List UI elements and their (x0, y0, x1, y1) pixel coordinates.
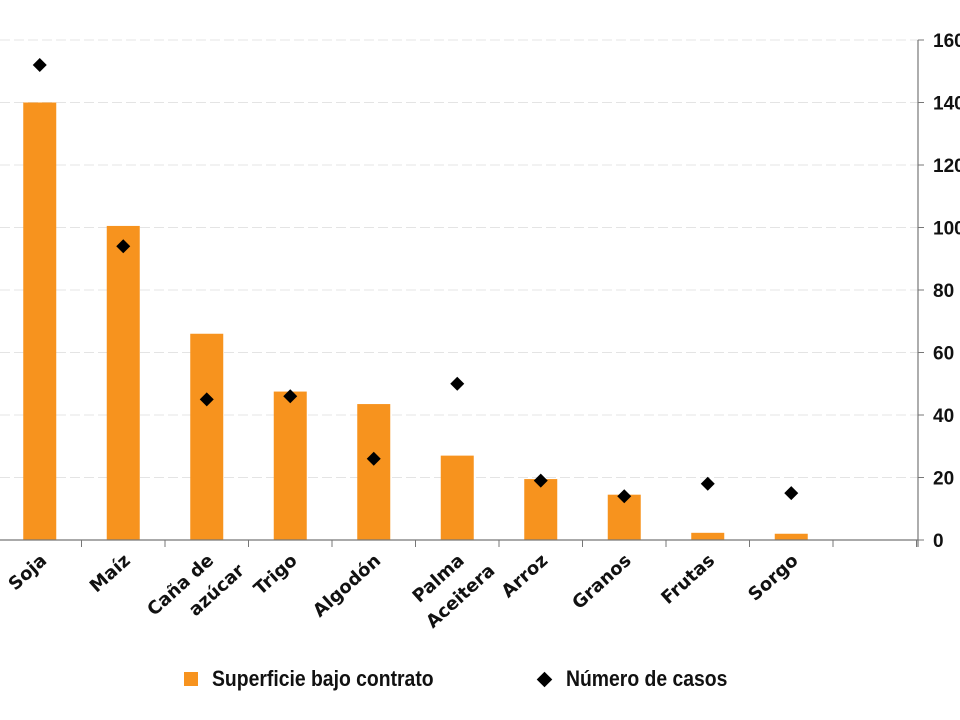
x-category-label: Trigo (250, 550, 302, 599)
y-tick-label: 40 (933, 406, 954, 427)
marker-arroz (533, 473, 548, 488)
bar-palma-aceitera (440, 455, 474, 540)
bar-trigo (273, 391, 307, 540)
x-category-label-line: Arroz (498, 550, 553, 602)
y-axis-tick-labels: 0 20 40 60 80 100 120 140 160 (933, 31, 960, 552)
x-category-label-line: Maíz (86, 550, 135, 597)
x-category-label-line: Sorgo (744, 550, 802, 605)
legend-label-casos: Número de casos (566, 666, 728, 691)
x-category-label-line: Algodón (309, 550, 385, 621)
legend: Superficie bajo contrato Número de casos (0, 662, 960, 696)
y-tick-label: 60 (933, 344, 954, 365)
marker-palma-aceitera (450, 376, 465, 391)
y-tick-label: 80 (933, 281, 954, 302)
legend-label-superficie: Superficie bajo contrato (212, 666, 434, 691)
axes (0, 39, 924, 547)
bar-frutas (691, 532, 725, 540)
marker-trigo (283, 389, 298, 404)
gridlines (0, 39, 918, 478)
legend-item-casos: Número de casos (536, 666, 749, 692)
x-category-label-line: Frutas (657, 550, 719, 609)
x-category-label: Algodón (309, 550, 385, 621)
bar-sorgo (774, 533, 808, 540)
bar-arroz (524, 479, 558, 540)
marker-maíz (116, 239, 131, 254)
marker-granos (617, 489, 632, 504)
x-category-label-line: Trigo (250, 550, 302, 599)
x-category-label: Soja (5, 550, 51, 595)
x-category-label-line: Granos (568, 550, 635, 614)
bar-algodón (357, 404, 391, 540)
bar-caña-de-azúcar (190, 333, 224, 540)
bar-maíz (106, 225, 140, 540)
y-tick-label: 0 (933, 531, 944, 552)
bar-soja (23, 102, 57, 540)
marker-series-casos (32, 58, 799, 504)
marker-sorgo (784, 486, 799, 501)
x-category-label: Frutas (657, 550, 719, 609)
y-tick-label: 100 (933, 219, 960, 240)
y-tick-label: 20 (933, 469, 954, 490)
bar-series-superficie (23, 102, 808, 540)
x-category-label: Arroz (498, 550, 553, 602)
orange-square-icon (184, 672, 198, 686)
y-tick-label: 140 (933, 94, 960, 115)
y-tick-label: 160 (933, 31, 960, 52)
legend-item-superficie: Superficie bajo contrato (184, 666, 464, 692)
x-category-label: Granos (568, 550, 635, 614)
marker-soja (32, 58, 47, 72)
y-tick-label: 120 (933, 156, 960, 177)
x-category-label: Maíz (86, 550, 135, 597)
x-category-label-line: Soja (5, 550, 51, 595)
x-category-label: Sorgo (744, 550, 802, 605)
marker-caña-de-azúcar (199, 392, 214, 407)
diamond-icon (536, 671, 553, 687)
marker-algodón (366, 451, 381, 466)
marker-frutas (700, 476, 715, 491)
